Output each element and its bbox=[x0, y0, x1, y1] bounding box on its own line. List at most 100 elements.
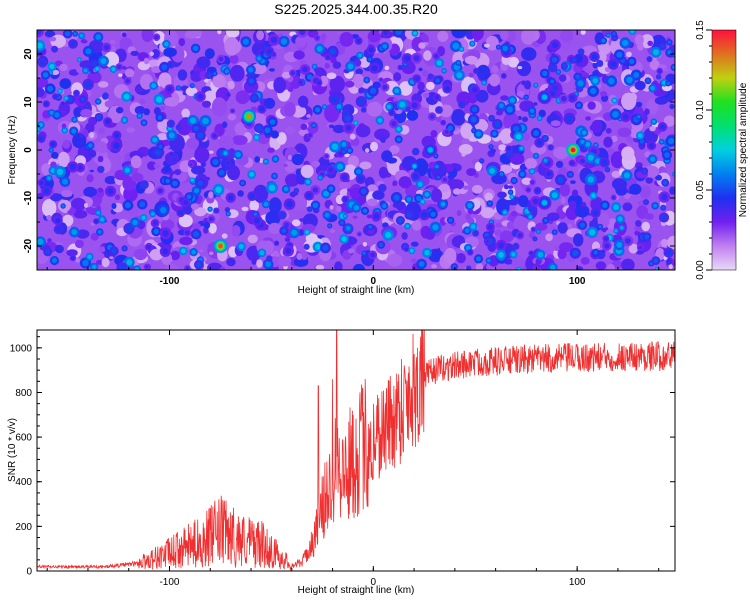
heatmap-cell bbox=[50, 193, 62, 202]
heatmap-spot-core bbox=[308, 207, 312, 211]
heatmap-spot-core bbox=[664, 152, 670, 158]
heatmap-spot-core bbox=[168, 62, 174, 67]
heatmap-cell bbox=[453, 112, 458, 116]
heatmap-cell bbox=[521, 177, 533, 185]
heatmap-peak bbox=[542, 94, 547, 100]
heatmap-cell bbox=[334, 261, 343, 270]
heatmap-spot-core bbox=[424, 250, 430, 256]
heatmap-y-tick-label: 0 bbox=[23, 147, 34, 153]
heatmap-cell bbox=[253, 184, 269, 203]
heatmap-cell bbox=[130, 155, 142, 169]
heatmap-cell bbox=[611, 135, 618, 143]
heatmap-cell bbox=[550, 225, 555, 230]
heatmap-spot-core bbox=[368, 225, 372, 229]
heatmap-spot-core bbox=[595, 158, 601, 164]
heatmap-spot-core bbox=[213, 72, 217, 75]
heatmap-cell bbox=[194, 146, 210, 164]
heatmap-spot-core bbox=[551, 192, 558, 199]
heatmap-spot-core bbox=[223, 151, 228, 155]
heatmap-spot-core bbox=[254, 217, 260, 224]
heatmap-spot-core bbox=[124, 167, 131, 173]
heatmap-cell bbox=[133, 248, 148, 261]
heatmap-cell bbox=[471, 184, 483, 194]
heatmap-spot-core bbox=[37, 30, 42, 35]
heatmap-spot-core bbox=[96, 211, 100, 215]
heatmap-spot-core bbox=[316, 45, 323, 52]
heatmap-cell bbox=[162, 166, 172, 173]
heatmap-spot-core bbox=[328, 224, 332, 228]
heatmap-cell bbox=[284, 237, 291, 242]
heatmap-spot-core bbox=[155, 149, 162, 156]
heatmap-spot-core bbox=[498, 242, 505, 249]
heatmap-spot-core bbox=[189, 163, 193, 167]
heatmap-cell bbox=[406, 110, 419, 121]
heatmap-spot-core bbox=[87, 254, 92, 259]
heatmap-spot-core bbox=[398, 66, 402, 69]
heatmap-spot-core bbox=[416, 195, 422, 201]
heatmap-cell bbox=[468, 72, 474, 78]
heatmap-cell bbox=[669, 103, 675, 110]
heatmap-spot-core bbox=[190, 84, 194, 88]
heatmap-spot-core bbox=[96, 114, 102, 120]
heatmap-cell bbox=[378, 166, 388, 179]
heatmap-spot-core bbox=[272, 174, 277, 178]
heatmap-spot-core bbox=[240, 181, 245, 185]
heatmap-spot-core bbox=[123, 93, 130, 100]
heatmap-cell bbox=[439, 183, 450, 193]
heatmap-spot-core bbox=[371, 65, 378, 72]
heatmap-cell bbox=[355, 68, 364, 75]
snr-y-tick-label: 0 bbox=[26, 567, 32, 578]
heatmap-spot-core bbox=[482, 81, 486, 85]
heatmap-peak bbox=[246, 113, 252, 119]
heatmap-cell bbox=[649, 126, 656, 132]
heatmap-cell bbox=[114, 194, 121, 201]
heatmap-spot-core bbox=[622, 39, 629, 47]
heatmap-cell bbox=[217, 30, 222, 35]
colorbar: 0.00 0.05 0.10 0.15 Normalized spectral amp… bbox=[695, 20, 749, 280]
heatmap-spot-core bbox=[489, 168, 495, 174]
heatmap-spot-core bbox=[312, 202, 319, 208]
heatmap-cell bbox=[516, 60, 532, 77]
heatmap-spot-core bbox=[580, 158, 585, 164]
heatmap-cell bbox=[522, 132, 530, 141]
heatmap-spot-core bbox=[125, 78, 130, 84]
heatmap-cell bbox=[315, 264, 325, 270]
heatmap-cell bbox=[222, 121, 228, 128]
heatmap-cell bbox=[80, 108, 93, 118]
heatmap-spot-core bbox=[436, 107, 442, 113]
heatmap-spot-core bbox=[197, 93, 204, 100]
heatmap-cell bbox=[353, 59, 362, 67]
heatmap-cell bbox=[143, 57, 150, 65]
heatmap-spot-core bbox=[432, 224, 439, 231]
heatmap-spot-core bbox=[623, 172, 631, 179]
heatmap-spot-core bbox=[585, 142, 591, 147]
heatmap-cell bbox=[611, 170, 621, 178]
heatmap-cell bbox=[595, 261, 607, 270]
heatmap-spot-core bbox=[442, 177, 447, 182]
heatmap-spot-core bbox=[494, 121, 501, 128]
heatmap-cell bbox=[466, 168, 477, 177]
heatmap-spot-core bbox=[644, 200, 648, 204]
heatmap-spot-core bbox=[404, 55, 411, 62]
heatmap-spot-core bbox=[185, 266, 190, 270]
heatmap-cell bbox=[389, 145, 400, 154]
heatmap-spot-core bbox=[82, 259, 89, 267]
heatmap-spot-core bbox=[254, 135, 259, 140]
heatmap-spot-core bbox=[434, 154, 438, 158]
heatmap-cell bbox=[37, 87, 45, 98]
heatmap-spot-core bbox=[267, 256, 271, 261]
heatmap-spot-core bbox=[47, 176, 51, 181]
heatmap-peak bbox=[427, 147, 433, 153]
heatmap-spot-core bbox=[88, 143, 93, 148]
snr-y-label: SNR (10 * v/v) bbox=[7, 418, 18, 482]
heatmap-cell bbox=[54, 244, 64, 254]
heatmap-cell bbox=[359, 161, 372, 170]
heatmap-spot-core bbox=[62, 178, 68, 185]
heatmap-cell bbox=[571, 189, 579, 197]
heatmap-spot-core bbox=[291, 229, 298, 236]
heatmap-spot-core bbox=[55, 217, 61, 224]
heatmap-spot-core bbox=[49, 110, 54, 115]
heatmap-spot-core bbox=[514, 244, 518, 249]
heatmap-spot-core bbox=[37, 42, 43, 49]
